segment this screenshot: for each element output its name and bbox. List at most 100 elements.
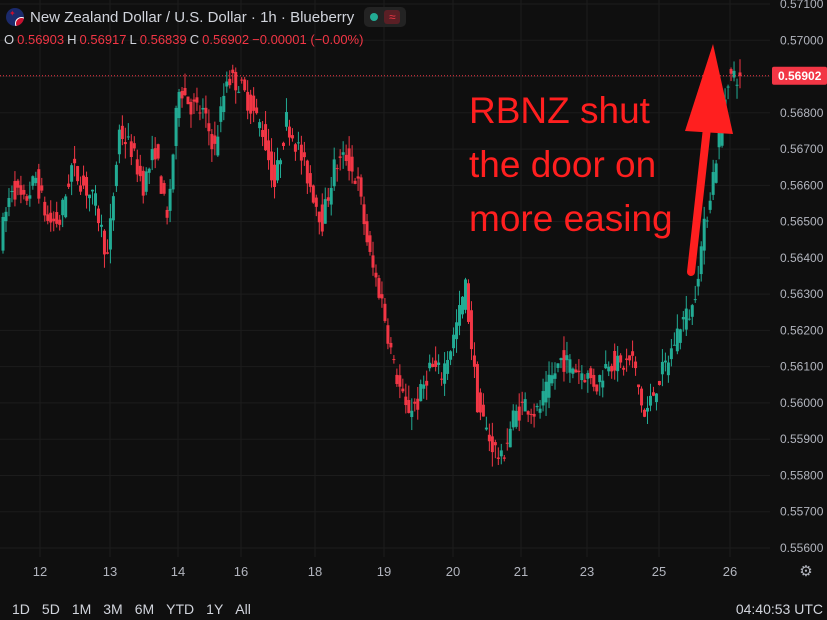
annotation-line-3: more easing bbox=[469, 198, 673, 239]
range-5d[interactable]: 5D bbox=[41, 601, 60, 617]
candle bbox=[270, 138, 274, 188]
candle bbox=[52, 211, 56, 232]
candle bbox=[93, 185, 97, 216]
candle bbox=[278, 158, 282, 178]
candle bbox=[526, 410, 530, 423]
candle bbox=[234, 67, 238, 104]
candle bbox=[350, 145, 354, 184]
y-tick-label: 0.56700 bbox=[780, 142, 824, 156]
candle bbox=[76, 165, 80, 185]
candle bbox=[296, 131, 300, 150]
symbol-title[interactable]: New Zealand Dollar / U.S. Dollar · 1h · … bbox=[30, 8, 355, 26]
candle bbox=[177, 88, 181, 127]
y-tick-label: 0.56300 bbox=[780, 287, 824, 301]
candle bbox=[643, 408, 647, 418]
candle bbox=[732, 61, 736, 82]
candle bbox=[40, 177, 44, 194]
candle bbox=[401, 378, 405, 394]
candle bbox=[180, 86, 184, 108]
candle bbox=[43, 196, 47, 222]
candle bbox=[37, 163, 41, 204]
y-tick-label: 0.55700 bbox=[780, 505, 824, 519]
candle bbox=[70, 163, 74, 196]
candle bbox=[150, 135, 154, 171]
market-status-pill[interactable]: ≈ bbox=[364, 7, 407, 27]
range-ytd[interactable]: YTD bbox=[166, 601, 195, 617]
symbol-legend[interactable]: ✦ New Zealand Dollar / U.S. Dollar · 1h … bbox=[0, 6, 407, 28]
clock-utc[interactable]: 04:40:53 UTC bbox=[735, 601, 823, 617]
candle bbox=[49, 200, 53, 232]
candle bbox=[640, 386, 644, 413]
candle bbox=[108, 203, 112, 264]
candle bbox=[19, 175, 23, 204]
candle bbox=[341, 141, 345, 169]
candle bbox=[517, 393, 521, 432]
candle bbox=[225, 71, 229, 93]
candle bbox=[129, 134, 133, 166]
range-1m[interactable]: 1M bbox=[71, 601, 92, 617]
candle bbox=[508, 421, 512, 448]
x-tick-label: 19 bbox=[377, 564, 391, 579]
candle bbox=[195, 87, 199, 111]
candle bbox=[663, 352, 667, 372]
candle bbox=[22, 184, 26, 200]
candle bbox=[487, 423, 491, 452]
candle bbox=[458, 290, 462, 336]
candle bbox=[88, 194, 92, 212]
current-price-label: 0.56902 bbox=[772, 66, 827, 85]
candle bbox=[144, 167, 148, 196]
candle bbox=[440, 372, 444, 386]
candle bbox=[607, 361, 611, 377]
candle bbox=[634, 356, 638, 376]
candle bbox=[204, 95, 208, 128]
candle bbox=[571, 367, 575, 379]
candle bbox=[252, 87, 256, 123]
candle bbox=[532, 403, 536, 428]
candle bbox=[377, 275, 381, 300]
candle bbox=[481, 393, 485, 417]
candle bbox=[228, 70, 232, 89]
chart-settings-icon[interactable]: ⚙ bbox=[799, 563, 813, 580]
candle bbox=[434, 346, 438, 372]
candle bbox=[389, 337, 393, 355]
x-tick-label: 12 bbox=[33, 564, 47, 579]
candle bbox=[147, 167, 151, 185]
time-axis[interactable]: 12 13 14 16 18 19 20 21 23 25 26 bbox=[33, 564, 737, 579]
candle bbox=[714, 160, 718, 184]
candle bbox=[690, 303, 694, 325]
range-1y[interactable]: 1Y bbox=[206, 601, 224, 617]
candle bbox=[264, 110, 268, 151]
candle bbox=[443, 352, 447, 396]
candlestick-series bbox=[1, 59, 742, 467]
ohlc-low-key: L bbox=[129, 32, 137, 47]
candle bbox=[165, 206, 169, 225]
candle bbox=[628, 355, 632, 366]
candle bbox=[589, 365, 593, 385]
candle bbox=[696, 265, 700, 296]
range-1d[interactable]: 1D bbox=[12, 601, 30, 617]
range-all[interactable]: All bbox=[235, 601, 251, 617]
candle bbox=[431, 357, 435, 368]
candle bbox=[505, 428, 509, 451]
candle bbox=[276, 147, 280, 184]
x-tick-label: 18 bbox=[308, 564, 322, 579]
candle bbox=[323, 187, 327, 224]
ohlc-low-value: 0.56839 bbox=[139, 32, 187, 47]
candle bbox=[273, 152, 277, 199]
candle bbox=[102, 229, 106, 268]
candle bbox=[520, 391, 524, 416]
candle bbox=[99, 214, 103, 238]
y-tick-label: 0.56400 bbox=[780, 251, 824, 265]
candle bbox=[544, 371, 548, 416]
price-axis[interactable]: 0.55600 0.55700 0.55800 0.55900 0.56000 0.561… bbox=[780, 0, 824, 555]
y-tick-label: 0.56600 bbox=[780, 178, 824, 192]
candle bbox=[96, 205, 100, 232]
candle bbox=[135, 149, 139, 183]
range-6m[interactable]: 6M bbox=[134, 601, 155, 617]
range-3m[interactable]: 3M bbox=[103, 601, 123, 617]
candle bbox=[702, 206, 706, 265]
candle bbox=[85, 171, 89, 209]
y-tick-label: 0.56000 bbox=[780, 396, 824, 410]
candle bbox=[353, 177, 357, 185]
